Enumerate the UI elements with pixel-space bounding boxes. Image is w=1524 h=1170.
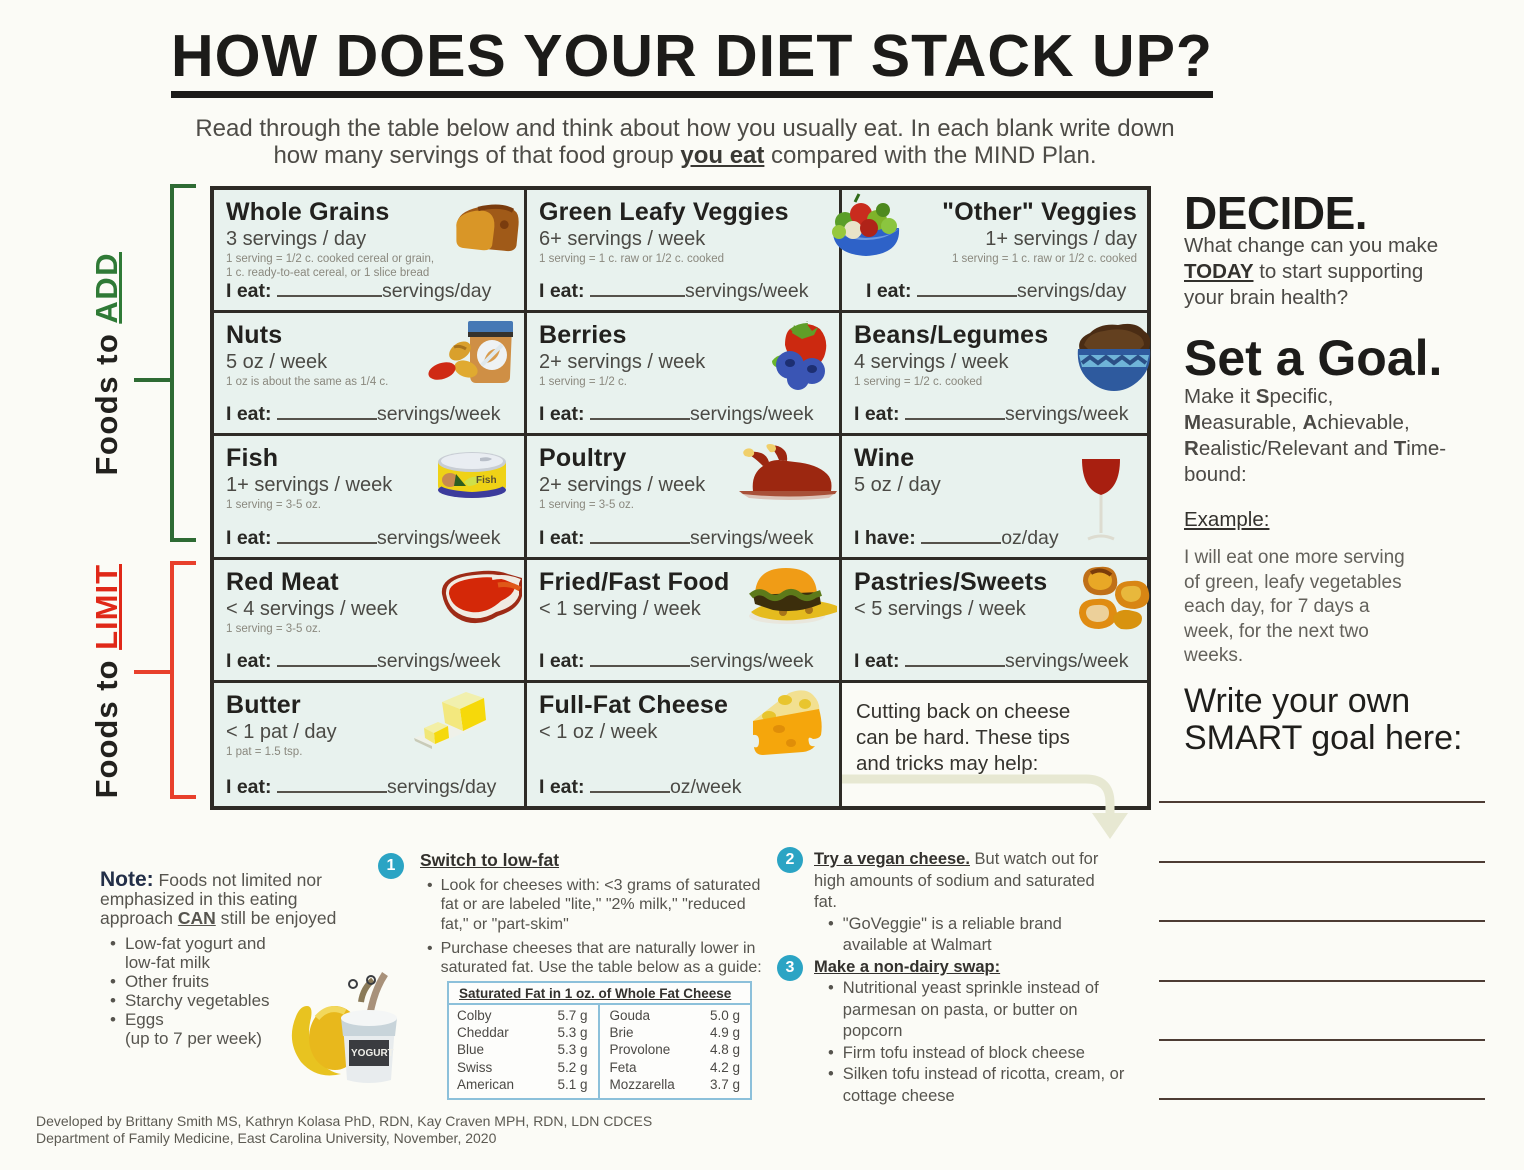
- svg-text:Fish: Fish: [476, 475, 497, 486]
- svg-text:YOGURT: YOGURT: [351, 1048, 394, 1059]
